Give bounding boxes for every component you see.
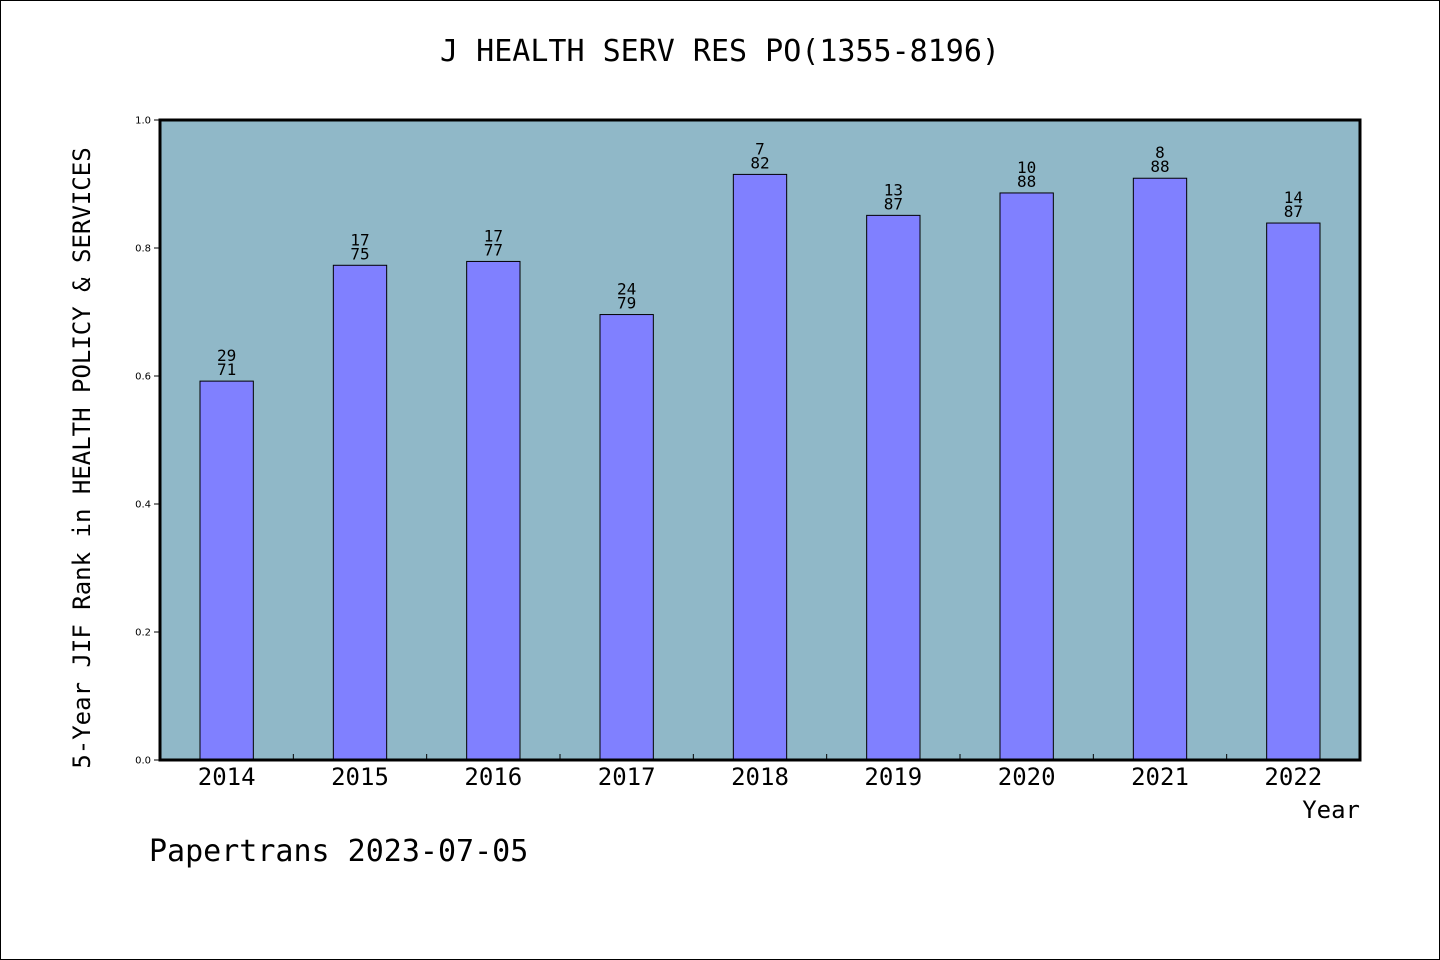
x-tick-label: 2020 — [998, 763, 1056, 791]
bar-2015 — [332, 264, 388, 761]
y-tick-label: 0.6 — [135, 372, 151, 383]
y-tick-label: 0.4 — [135, 500, 151, 511]
x-axis-label: Year — [1302, 796, 1360, 824]
bar-total-label: 82 — [750, 153, 769, 172]
chart-title: J HEALTH SERV RES PO(1355-8196) — [440, 34, 1000, 69]
x-tick-label: 2014 — [198, 763, 256, 791]
x-tick-label: 2022 — [1264, 763, 1322, 791]
y-tick-label: 0.0 — [135, 756, 151, 767]
bar-rank-label: 24 — [617, 280, 636, 299]
bar-total-label: 88 — [1017, 172, 1036, 191]
bar-2018 — [732, 173, 788, 761]
bar-2016 — [466, 260, 521, 761]
plot-border — [158, 118, 1362, 762]
bar-rank-label: 7 — [755, 139, 765, 158]
bar-total-label: 71 — [217, 360, 236, 379]
footer-credit: Papertrans 2023-07-05 — [149, 834, 529, 869]
bar-2019 — [866, 214, 921, 761]
bar-2017 — [599, 314, 654, 761]
y-tick-label: 0.8 — [135, 244, 151, 255]
bar-rank-label: 17 — [350, 230, 369, 249]
x-tick-label: 2015 — [331, 763, 389, 791]
bar-total-label: 75 — [350, 244, 369, 263]
bar-total-label: 88 — [1150, 157, 1169, 176]
bar-total-label: 87 — [884, 194, 903, 213]
x-tick-label: 2017 — [598, 763, 656, 791]
x-tick-label: 2018 — [731, 763, 789, 791]
bar-2014 — [199, 380, 254, 761]
bar-rank-label: 8 — [1155, 143, 1165, 162]
bar-rank-label: 17 — [484, 226, 503, 245]
bar-total-label: 79 — [617, 294, 636, 313]
bar-2021 — [1132, 177, 1188, 761]
y-tick-label: 1.0 — [135, 116, 151, 127]
bar-rank-label: 14 — [1284, 188, 1303, 207]
x-tick-label: 2021 — [1131, 763, 1189, 791]
bar-total-label: 77 — [484, 240, 503, 259]
x-tick-label: 2016 — [464, 763, 522, 791]
bar-rank-label: 13 — [884, 180, 903, 199]
bar-2020 — [999, 192, 1054, 761]
bar-rank-label: 10 — [1017, 158, 1036, 177]
bar-total-label: 87 — [1284, 202, 1303, 221]
bar-rank-label: 29 — [217, 346, 236, 365]
bar-2022 — [1266, 222, 1321, 761]
y-tick-label: 0.2 — [135, 628, 151, 639]
x-tick-label: 2019 — [864, 763, 922, 791]
